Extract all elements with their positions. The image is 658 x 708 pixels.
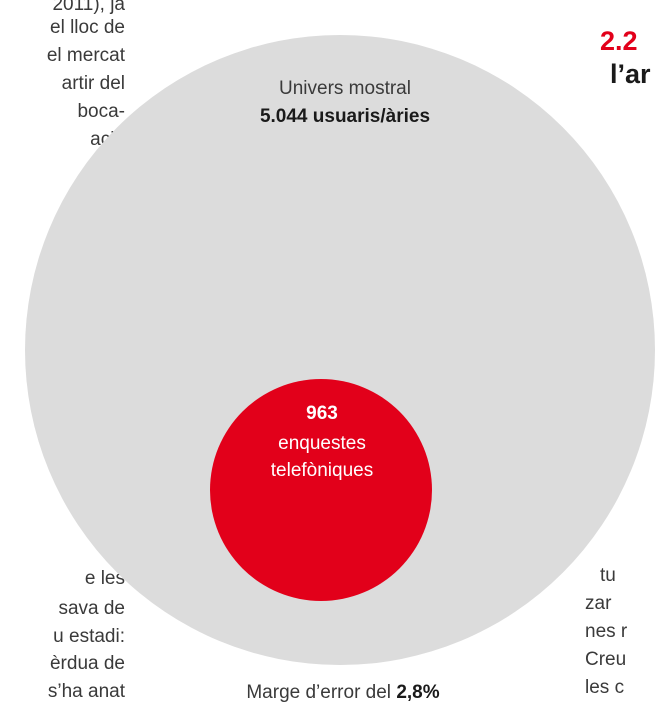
inner-label: enquestes [278,433,366,454]
body-text-line: sava de [58,598,125,619]
outer-label: Univers mostral [279,78,411,99]
body-text-line: boca- [77,101,125,122]
footer-prefix: Marge d’error del [246,682,391,703]
footer-value: 2,8% [396,682,439,703]
body-text-line: 2011), ja [52,0,125,15]
body-text-line: artir del [62,73,125,94]
body-text-line: Creu [585,649,626,670]
body-text-line: nes r [585,621,628,642]
inner-label: telefòniques [271,460,373,481]
body-text-line: s’ha anat [48,681,126,702]
section-title: l’ar [610,59,651,89]
body-text-line: zar [585,593,612,614]
inner-circle [210,379,432,601]
body-text-line: el lloc de [50,17,125,38]
outer-circle [25,35,655,665]
inner-value: 963 [306,403,338,424]
footer: Marge d’error del 2,8% [246,682,439,703]
body-text-line: tu [600,565,616,586]
body-text-line: e les [85,568,125,589]
body-text-line: èrdua de [50,653,125,674]
body-text-line: les c [585,677,624,698]
right-column: tu zar nes r Creu les c [585,565,628,698]
section-number: 2.2 [600,26,638,56]
body-text-line: el mercat [47,45,126,66]
body-text-line: u estadi: [53,626,125,647]
outer-value: 5.044 usuaris/àries [260,106,430,127]
